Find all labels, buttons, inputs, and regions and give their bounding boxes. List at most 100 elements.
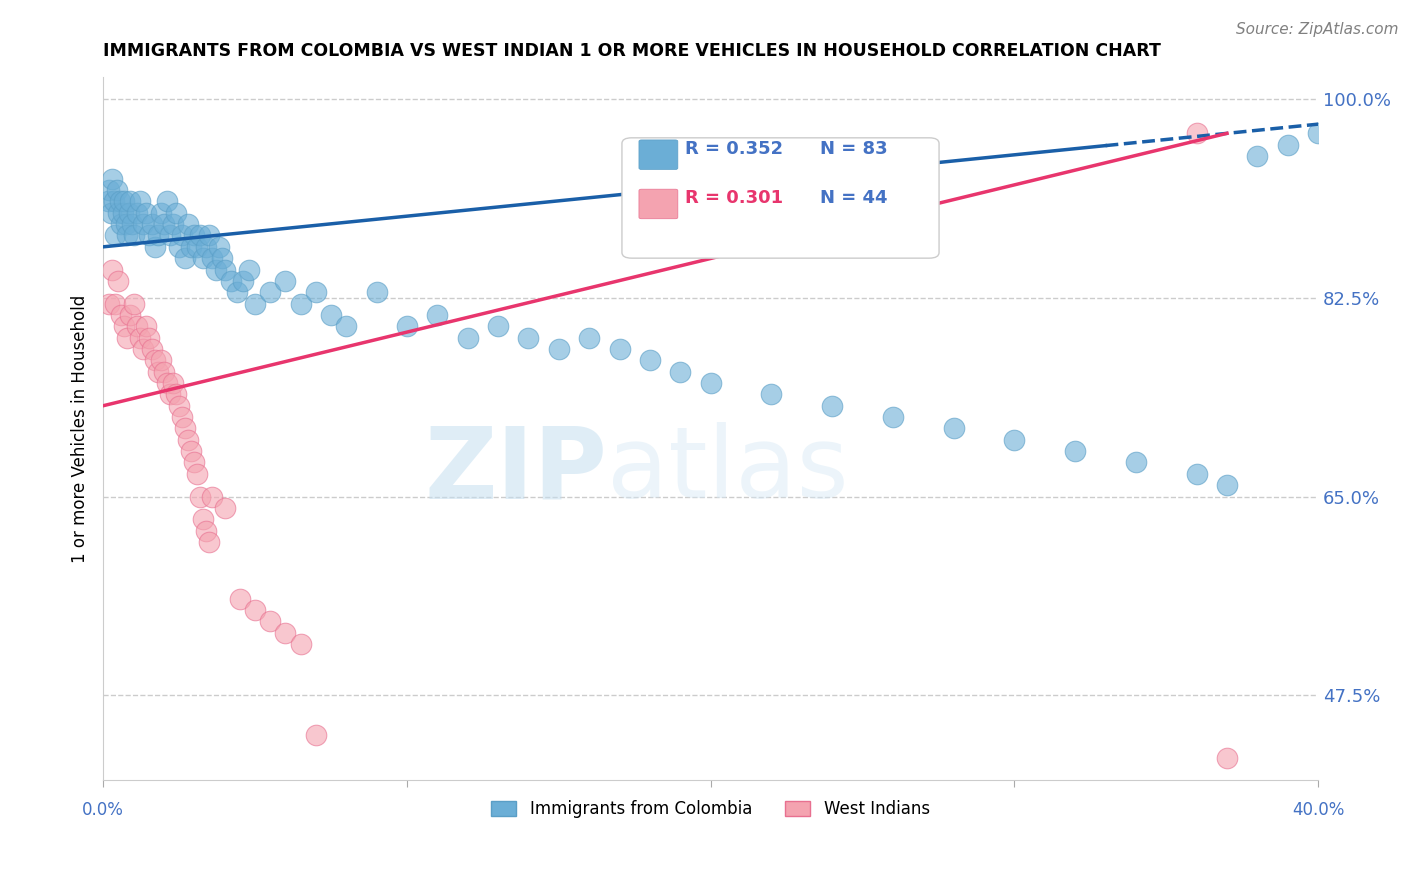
Point xyxy=(177,433,200,447)
Point xyxy=(121,217,143,231)
Point xyxy=(107,206,129,220)
Point xyxy=(167,240,190,254)
Point xyxy=(761,387,783,401)
Point xyxy=(115,217,138,231)
Point xyxy=(335,319,357,334)
Point xyxy=(122,296,145,310)
Point xyxy=(117,228,139,243)
Point xyxy=(1216,478,1239,492)
Text: R = 0.301: R = 0.301 xyxy=(685,189,783,207)
Point xyxy=(101,262,124,277)
Point xyxy=(186,467,208,481)
Point xyxy=(274,625,297,640)
Point xyxy=(243,603,266,617)
Point xyxy=(290,637,312,651)
Point xyxy=(153,217,176,231)
Point xyxy=(1308,126,1330,140)
Point xyxy=(669,365,692,379)
Point xyxy=(180,240,202,254)
Text: N = 83: N = 83 xyxy=(820,140,887,158)
Point xyxy=(211,251,233,265)
Legend: Immigrants from Colombia, West Indians: Immigrants from Colombia, West Indians xyxy=(485,793,936,825)
Text: IMMIGRANTS FROM COLOMBIA VS WEST INDIAN 1 OR MORE VEHICLES IN HOUSEHOLD CORRELAT: IMMIGRANTS FROM COLOMBIA VS WEST INDIAN … xyxy=(103,42,1161,60)
Point xyxy=(172,410,194,425)
Point xyxy=(125,319,148,334)
Point xyxy=(135,319,157,334)
Point xyxy=(156,194,179,209)
Point xyxy=(214,500,236,515)
Text: 0.0%: 0.0% xyxy=(82,801,124,819)
Point xyxy=(305,728,328,742)
Point xyxy=(98,183,121,197)
Point xyxy=(882,410,904,425)
FancyBboxPatch shape xyxy=(621,138,939,258)
Point xyxy=(112,194,135,209)
Point xyxy=(198,535,221,549)
Point xyxy=(159,387,181,401)
Point xyxy=(143,240,166,254)
Point xyxy=(1246,149,1268,163)
Point xyxy=(395,319,418,334)
Point xyxy=(104,296,127,310)
Point xyxy=(198,228,221,243)
Point xyxy=(174,251,197,265)
Text: N = 44: N = 44 xyxy=(820,189,887,207)
Point xyxy=(153,365,176,379)
Point xyxy=(165,387,187,401)
Point xyxy=(183,228,205,243)
Point xyxy=(128,194,150,209)
Point xyxy=(141,217,163,231)
Point xyxy=(699,376,721,390)
Point xyxy=(105,183,128,197)
Point xyxy=(100,206,122,220)
Point xyxy=(122,228,145,243)
Point xyxy=(517,331,540,345)
Text: ZIP: ZIP xyxy=(425,422,607,519)
Point xyxy=(1185,126,1208,140)
Point xyxy=(167,399,190,413)
Point xyxy=(159,228,181,243)
Point xyxy=(290,296,312,310)
Point xyxy=(112,319,135,334)
Point xyxy=(243,296,266,310)
Point xyxy=(225,285,247,300)
Point xyxy=(177,217,200,231)
Point xyxy=(274,274,297,288)
Point xyxy=(193,512,215,526)
Point xyxy=(195,240,218,254)
Point xyxy=(204,262,226,277)
Point xyxy=(578,331,600,345)
Point xyxy=(108,194,131,209)
Text: 40.0%: 40.0% xyxy=(1292,801,1344,819)
Point xyxy=(141,342,163,356)
FancyBboxPatch shape xyxy=(638,189,678,219)
Point xyxy=(180,444,202,458)
Point xyxy=(138,228,160,243)
Text: R = 0.352: R = 0.352 xyxy=(685,140,783,158)
Point xyxy=(104,228,127,243)
Point xyxy=(188,228,211,243)
Point xyxy=(165,206,187,220)
Point xyxy=(146,228,169,243)
Point xyxy=(125,206,148,220)
Point xyxy=(219,274,242,288)
Point xyxy=(486,319,509,334)
Point xyxy=(214,262,236,277)
Point xyxy=(174,421,197,435)
Point xyxy=(319,308,342,322)
Point xyxy=(1277,137,1299,152)
Point xyxy=(638,353,661,368)
Point xyxy=(156,376,179,390)
Point xyxy=(426,308,449,322)
Point xyxy=(193,251,215,265)
Point xyxy=(135,206,157,220)
FancyBboxPatch shape xyxy=(638,140,678,169)
Point xyxy=(138,331,160,345)
Point xyxy=(238,262,260,277)
Point xyxy=(609,342,631,356)
Point xyxy=(149,353,172,368)
Point xyxy=(131,217,153,231)
Point xyxy=(207,240,229,254)
Point xyxy=(188,490,211,504)
Point xyxy=(162,217,184,231)
